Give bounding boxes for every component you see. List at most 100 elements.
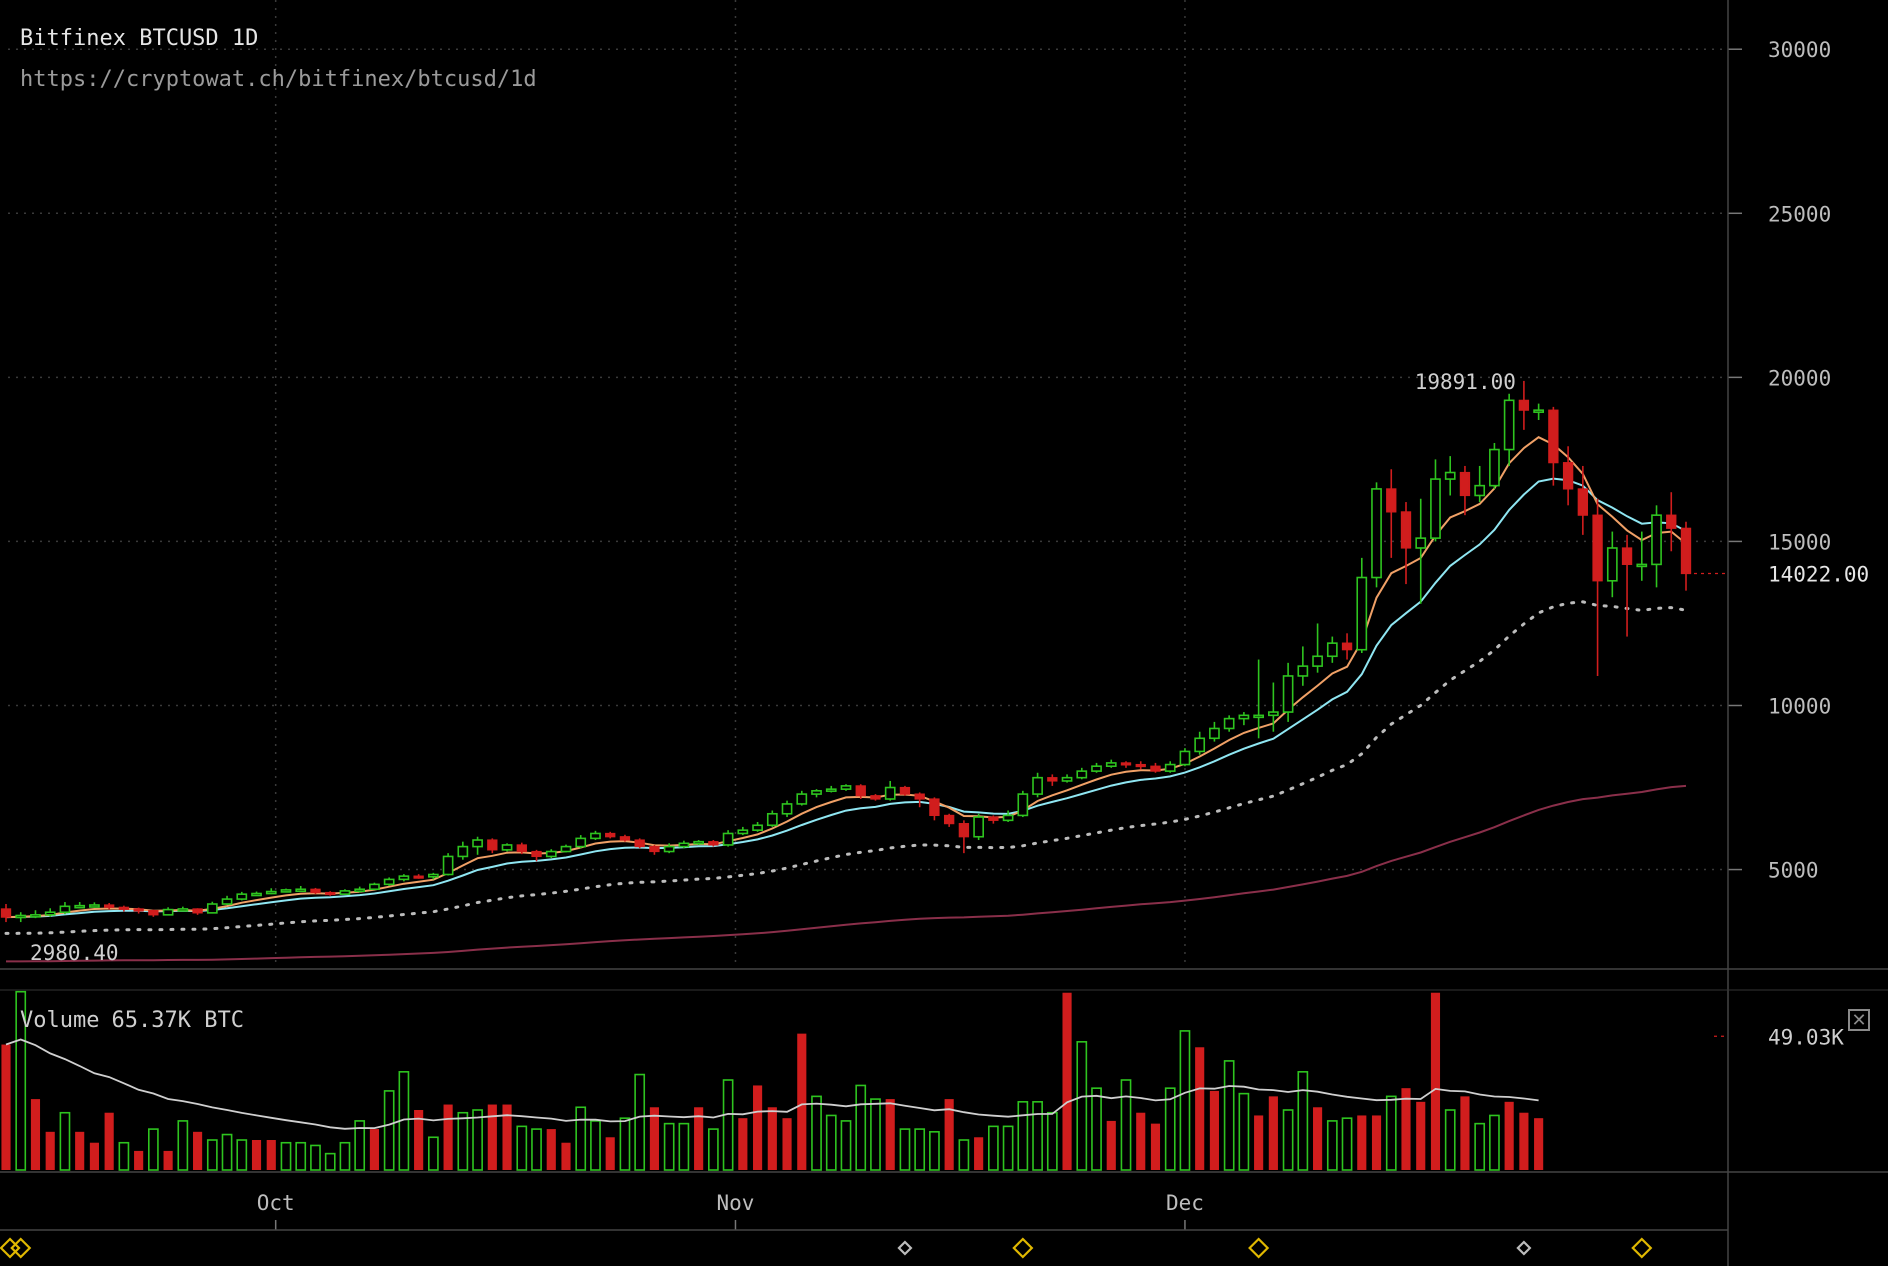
candle-body-up [1312,655,1323,667]
candle-body-up [339,890,351,895]
volume-bar-up [987,1125,999,1171]
candle-body-down [133,908,144,912]
volume-bar-down [134,1150,144,1170]
candle-body-up [1253,714,1264,719]
chart-labels: 19891.00 2980.40 14022.00 49.03K [30,370,1869,1049]
candle-body-up [1474,484,1486,497]
volume-bar-up [1164,1087,1176,1171]
candle-body-down [1621,547,1633,565]
volume-bar-down [1150,1123,1161,1170]
volume-bar-up [427,1136,439,1171]
volume-bar-down [738,1118,748,1170]
volume-bar-up [899,1128,911,1171]
volume-bar-down [1371,1115,1382,1170]
candle-body-down [708,841,719,846]
volume-bar-down [1268,1096,1278,1170]
candle-body-up [1503,399,1515,451]
candle-body-up [251,892,262,897]
candle-body-up [1209,727,1220,740]
volume-bar-up [1238,1092,1250,1171]
event-marker-icon [1248,1237,1270,1259]
volume-value: 65.37K BTC [111,1008,244,1033]
volume-bar-up [531,1128,542,1171]
volume-bar-down [266,1140,276,1170]
candle-body-up [1636,563,1648,568]
volume-bar-up [324,1152,336,1171]
last-price-label: 14022.00 [1768,563,1869,587]
candle-body-down [1562,462,1574,490]
volume-bar-up [634,1073,646,1171]
candle-body-up [1223,717,1235,730]
candle-body-up [1268,711,1279,717]
volume-bar-up [221,1133,233,1171]
volume-bar-down [1195,1047,1205,1170]
close-volume-icon[interactable]: ✕ [1848,1009,1870,1031]
volume-bar-down [414,1110,424,1170]
candle-body-up [74,904,86,909]
y-tick-label: 30000 [1768,38,1831,62]
candle-body-up [737,829,749,835]
volume-bar-up [722,1079,734,1171]
candle-body-up [840,785,852,790]
candle-body-up [1238,714,1250,720]
candle-body-up [265,890,277,895]
candle-body-up [1061,776,1073,782]
volume-bar-up [619,1117,631,1171]
volume-bar-down [1534,1118,1544,1170]
volume-bar-down [767,1107,777,1170]
candle-body-down [192,908,203,914]
candle-body-up [177,908,189,912]
volume-bar-down [1430,992,1441,1170]
volume-bar-up [1474,1122,1486,1171]
candle-body-up [825,788,837,792]
candle-body-down [0,908,12,918]
volume-bar-down [885,1099,895,1170]
volume-bar-up [914,1128,926,1171]
event-marker-icon [10,1237,32,1259]
y-tick-label: 15000 [1768,530,1831,554]
candle-body-down [1518,399,1530,411]
candle-body-down [310,888,321,894]
candle-body-up [1430,478,1441,539]
volume-bar-down [1106,1120,1116,1170]
x-tick-label: Nov [717,1191,755,1215]
candle-body-up [545,850,557,858]
volume-bar-up [1444,1109,1456,1171]
volume-bar-up [118,1141,130,1171]
candle-body-up [973,816,985,838]
volume-bar-up [840,1120,852,1171]
candle-body-down [870,795,881,800]
volume-bar-down [251,1140,262,1170]
volume-bar-down [694,1107,704,1170]
candle-body-down [1135,763,1146,768]
volume-bar-down [30,1099,41,1170]
candle-body-up [1017,793,1029,817]
volume-bar-down [944,1099,954,1170]
volume-bar-up [663,1122,675,1171]
volume-bar-up [1046,1111,1058,1171]
event-marker-icon [0,1237,21,1259]
candle-body-up [354,888,366,893]
ema-mid-line [5,477,1687,919]
y-tick-label: 25000 [1768,202,1831,226]
candle-body-up [560,845,572,853]
candle-body-up [1415,537,1427,549]
candle-body-up [398,875,410,881]
volume-bar-up [280,1141,292,1171]
candle-body-up [722,832,734,846]
volume-bar-up [929,1131,940,1171]
candle-body-up [752,824,763,831]
candle-body-down [487,839,498,851]
candle-body-up [575,837,587,848]
candle-body-up [501,844,513,851]
volume-bar-down [193,1131,203,1170]
y-tick-label: 10000 [1768,694,1831,718]
candle-body-up [1489,448,1500,487]
volume-bar-up [1091,1087,1102,1171]
candle-body-down [929,798,940,817]
volume-bar-down [1504,1101,1514,1170]
chart-url: https://cryptowat.ch/bitfinex/btcusd/1d [20,67,537,92]
candle-body-up [1371,488,1382,579]
volume-bar-up [457,1111,469,1171]
